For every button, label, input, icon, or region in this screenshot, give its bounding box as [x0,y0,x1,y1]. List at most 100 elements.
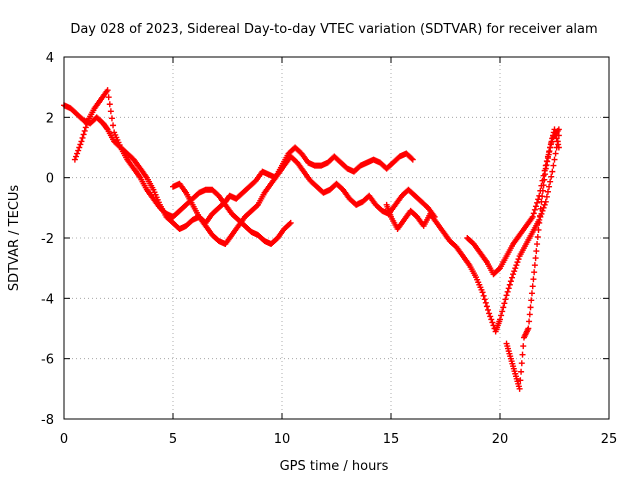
data-point-marker [533,248,540,255]
data-point-marker [545,151,552,158]
data-point-marker [527,304,534,311]
data-point-marker [481,296,488,303]
data-point-marker [106,101,113,108]
data-point-marker [518,360,525,367]
data-point-marker [554,138,561,145]
data-point-marker [487,313,494,320]
data-point-marker [548,138,555,145]
data-point-marker [103,125,110,132]
data-point-marker [552,132,559,139]
data-point-marker [514,259,521,266]
data-point-marker [77,141,84,148]
data-point-marker [505,285,512,292]
data-point-marker [489,319,496,326]
y-tick-label: 0 [46,172,54,187]
data-point-marker [75,147,82,154]
data-point-marker [104,87,111,94]
data-point-marker [547,178,554,185]
data-point-marker [76,144,83,151]
x-tick-label: 25 [601,432,618,447]
y-tick-label: 4 [46,51,54,66]
data-point-marker [541,176,548,183]
data-point-marker [536,219,543,226]
data-point-marker [110,122,117,129]
data-point-marker [486,310,493,317]
y-tick-label: -6 [41,353,54,368]
data-point-marker [107,108,114,115]
data-point-marker [546,183,553,190]
data-point-marker [540,182,547,189]
data-point-marker [552,129,559,136]
data-point-marker [485,306,492,313]
data-point-marker [531,262,538,269]
data-point-marker [542,165,549,172]
data-point-marker [519,351,526,358]
data-point-marker [532,203,539,210]
data-point-marker [535,226,542,233]
data-point-marker [544,188,551,195]
y-axis-label: SDTVAR / TECUs [7,185,22,292]
data-point-marker [78,138,85,145]
data-point-marker [74,150,81,157]
data-point-marker [536,212,543,219]
data-point-marker [544,155,551,162]
data-point-marker [80,131,87,138]
data-point-marker [529,283,536,290]
data-point-marker [530,210,537,217]
data-point-marker [506,281,513,288]
data-point-marker [551,156,558,163]
data-point-marker [495,266,502,273]
data-point-marker [550,162,557,169]
data-point-marker [548,173,555,180]
y-tick-label: -8 [41,413,54,428]
data-point-marker [541,201,548,208]
data-point-marker [79,134,86,141]
data-point-marker [482,299,489,306]
data-point-marker [286,220,293,227]
data-point-marker [526,318,533,325]
data-point-marker [508,274,515,281]
data-point-marker [511,268,518,275]
x-tick-label: 10 [274,432,291,447]
data-point-marker [547,144,554,151]
data-point-marker [534,199,541,206]
data-point-marker [287,219,294,226]
data-point-marker [507,278,514,285]
data-point-marker [503,292,510,299]
data-point-marker [518,368,525,375]
series-track-1 [61,102,416,232]
data-point-marker [538,198,545,205]
data-point-marker [499,308,506,315]
axis-ticks: 0 5 10 15 20 25 -8 -6 -4 -2 0 2 4 [41,51,617,447]
data-point-marker [540,204,547,211]
data-point-marker [515,256,522,263]
x-tick-label: 5 [169,432,177,447]
data-point-marker [525,325,532,332]
data-point-marker [529,213,536,220]
data-point-marker [510,271,517,278]
data-point-marker [488,316,495,323]
data-point-marker [553,135,560,142]
data-point-marker [528,290,535,297]
data-point-marker [501,300,508,307]
data-point-marker [483,303,490,310]
x-tick-label: 0 [60,432,68,447]
x-tick-label: 20 [492,432,509,447]
data-point-marker [253,202,260,209]
data-point-marker [480,292,487,299]
data-point-marker [543,162,550,169]
data-point-marker [502,296,509,303]
data-point-marker [532,255,539,262]
x-axis-label: GPS time / hours [280,459,389,474]
data-point-marker [526,311,533,318]
grid [64,57,609,419]
data-point-marker [409,156,416,163]
data-point-marker [513,262,520,269]
data-point-marker [551,126,558,133]
data-point-marker [408,155,415,162]
data-point-marker [105,94,112,101]
x-tick-label: 15 [383,432,400,447]
data-point-marker [555,144,562,151]
data-point-marker [512,265,519,272]
